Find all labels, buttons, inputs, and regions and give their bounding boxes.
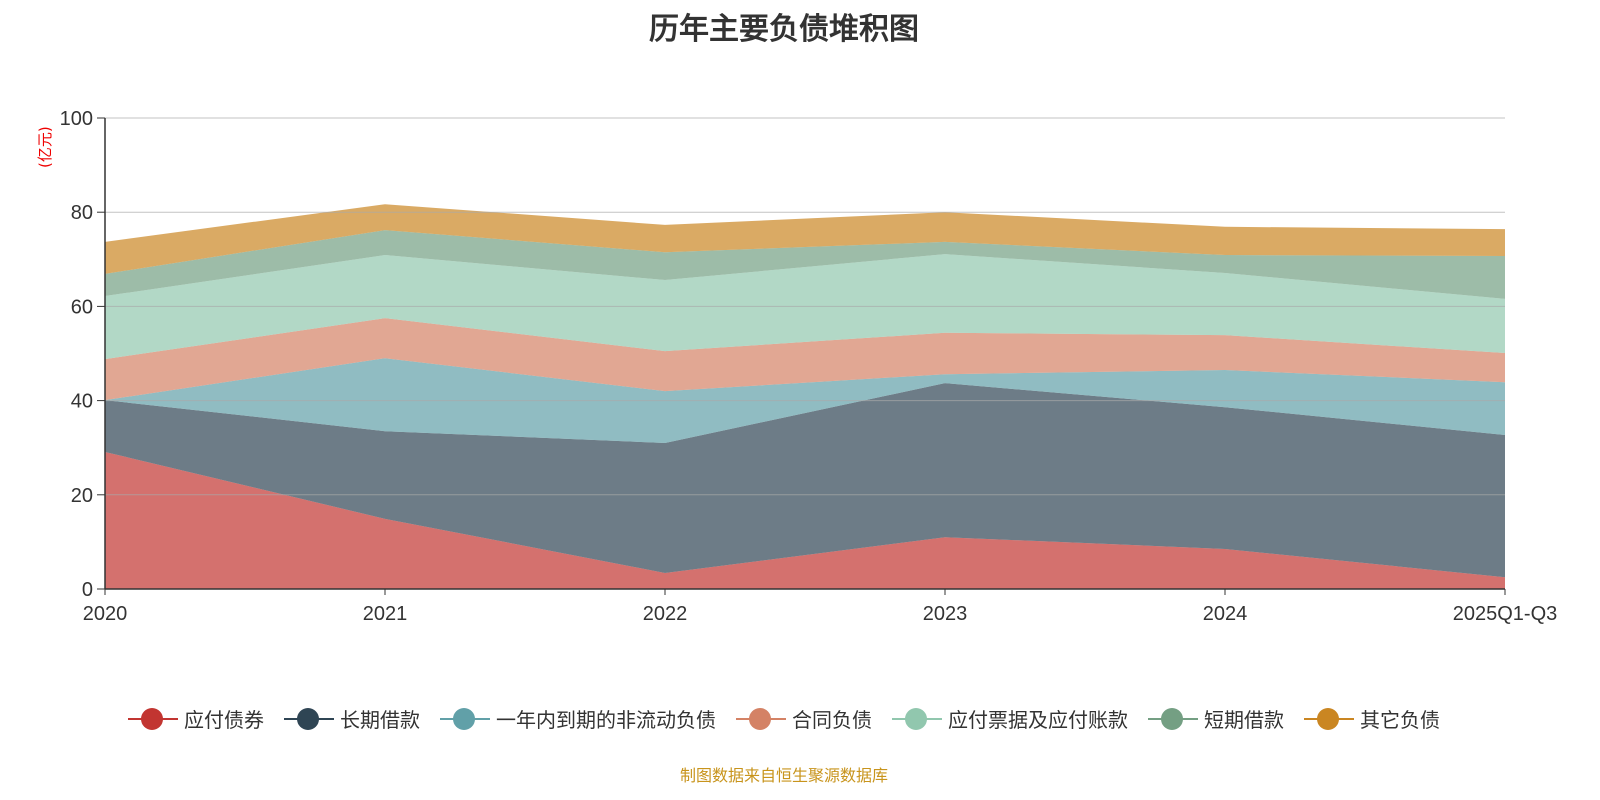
legend-item[interactable]: 长期借款: [284, 704, 420, 733]
legend-item[interactable]: 应付票据及应付账款: [892, 704, 1128, 733]
legend-label: 一年内到期的非流动负债: [496, 708, 716, 732]
legend-item[interactable]: 一年内到期的非流动负债: [440, 704, 716, 733]
y-tick-label: 20: [71, 485, 93, 507]
y-tick-label: 40: [71, 391, 93, 413]
x-tick-label: 2025Q1-Q3: [1453, 603, 1558, 625]
area-6: [105, 204, 1505, 274]
legend-label: 长期借款: [340, 708, 420, 732]
legend-marker-icon: [128, 707, 178, 731]
stacked-area-chart: 0 20 40 60 80 100 2020 2021 2022 2023 2024 2025Q1-Q…: [60, 108, 1558, 625]
area-0: [105, 451, 1505, 589]
legend-marker-icon: [1148, 707, 1198, 731]
x-tick-label: 2022: [643, 603, 688, 625]
y-tick-label: 80: [71, 202, 93, 224]
legend-label: 应付债券: [184, 708, 264, 732]
y-tick-label: 100: [60, 108, 93, 130]
legend-item[interactable]: 短期借款: [1148, 704, 1284, 733]
area-1: [105, 383, 1505, 578]
legend: 应付债券 长期借款 一年内到期的非流动负债 合同负债 应付票据及应付账款 短期借款 其它负债: [0, 704, 1568, 733]
area-5: [105, 230, 1505, 299]
area-3: [105, 318, 1505, 401]
y-tick-label: 0: [82, 579, 93, 601]
legend-marker-icon: [1304, 707, 1354, 731]
x-tick-label: 2021: [363, 603, 408, 625]
legend-label: 合同负债: [792, 708, 872, 732]
legend-marker-icon: [736, 707, 786, 731]
x-tick-label: 2024: [1203, 603, 1248, 625]
legend-label: 其它负债: [1360, 708, 1440, 732]
x-tick-label: 2020: [83, 603, 128, 625]
legend-item[interactable]: 合同负债: [736, 704, 872, 733]
legend-marker-icon: [440, 707, 490, 731]
chart-title: 历年主要负债堆积图: [649, 12, 919, 47]
legend-item[interactable]: 其它负债: [1304, 704, 1440, 733]
legend-label: 应付票据及应付账款: [948, 708, 1128, 732]
legend-marker-icon: [284, 707, 334, 731]
source-note: 制图数据来自恒生聚源数据库: [679, 766, 888, 785]
legend-marker-icon: [892, 707, 942, 731]
legend-label: 短期借款: [1204, 708, 1284, 732]
y-tick-label: 60: [71, 296, 93, 318]
x-tick-label: 2023: [923, 603, 968, 625]
legend-item[interactable]: 应付债券: [128, 704, 264, 733]
